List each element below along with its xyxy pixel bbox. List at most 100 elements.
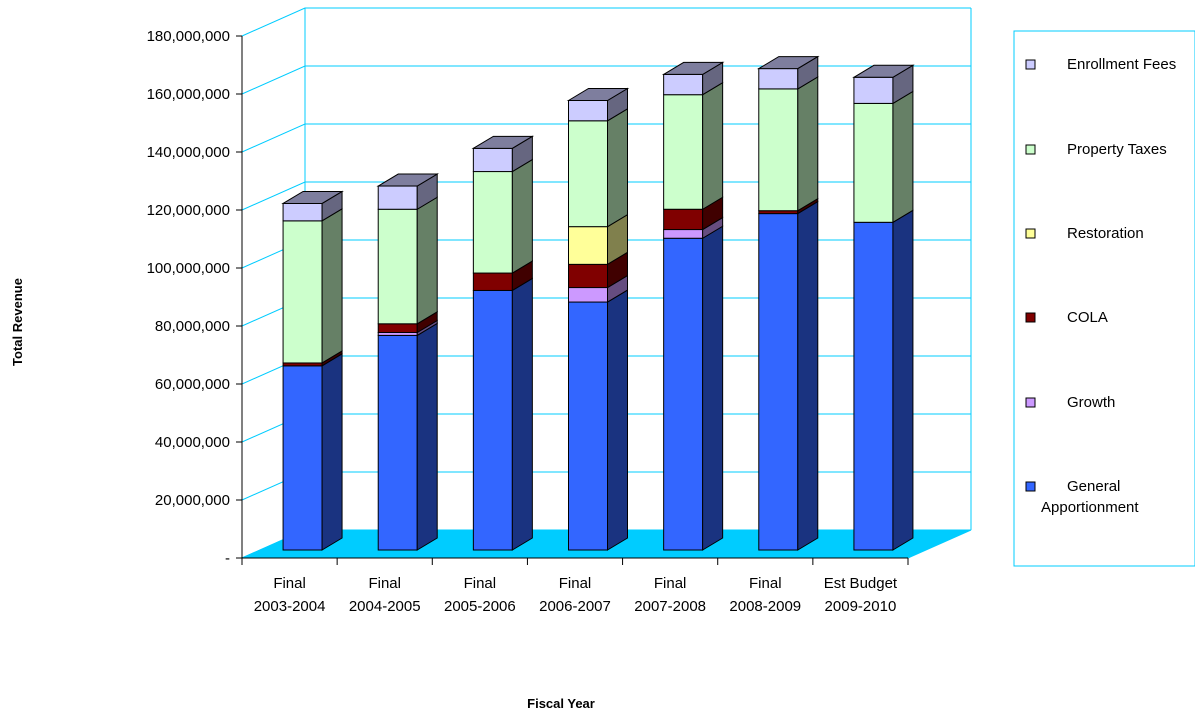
bar-segment (568, 289, 628, 551)
stacked-bar (471, 135, 535, 551)
bar-segment-side (511, 277, 533, 551)
bar-segment-front (568, 263, 608, 289)
y-tick-label: 60,000,000 (155, 376, 230, 393)
legend-swatch (1025, 144, 1036, 155)
legend-label: Restoration (1067, 225, 1144, 242)
bar-top (756, 56, 820, 70)
bar-segment-front (282, 202, 323, 222)
x-tick-label: Est Budget 2009-2010 (824, 575, 898, 615)
bar-segment-front (853, 102, 894, 223)
bar-segment-front (758, 213, 799, 551)
y-tick-label: 40,000,000 (155, 434, 230, 451)
bar-segment-side (892, 209, 914, 551)
bar-segment (282, 352, 343, 551)
bar-top (661, 61, 725, 75)
bar-segment (663, 225, 724, 551)
y-tick-label: - (225, 550, 230, 567)
bar-segment (282, 207, 343, 364)
bar-segment (852, 64, 915, 105)
legend-label: COLA (1067, 309, 1108, 326)
bar-segment-front (472, 272, 513, 291)
bar-segment-front (568, 226, 608, 265)
stacked-bar (376, 173, 440, 551)
y-tick-label: 80,000,000 (155, 318, 230, 335)
bar-segment-front (377, 334, 418, 551)
bar-segment (377, 322, 438, 551)
bar-segment (471, 135, 535, 173)
bar-segment-front (663, 229, 704, 239)
bar-segment (758, 76, 819, 212)
legend-box (1013, 30, 1195, 567)
bar-segment-front (663, 73, 704, 96)
bar-segment-front (568, 100, 608, 122)
stacked-bar (566, 87, 630, 551)
bar-segment-side (892, 90, 914, 224)
bar-segment-side (321, 207, 343, 364)
y-tick-label: 120,000,000 (147, 202, 230, 219)
legend-swatch (1025, 397, 1036, 408)
x-tick-label: Final 2005-2006 (444, 575, 516, 615)
gridline (241, 181, 971, 211)
bar-top (852, 64, 915, 78)
bars-layer (281, 55, 915, 551)
bar-segment-side (607, 107, 628, 228)
legend-label: Growth (1067, 394, 1115, 411)
bar-segment-front (853, 221, 894, 551)
bar-segment (376, 173, 440, 211)
bar-segment-front (663, 94, 704, 210)
bar-segment-side (702, 225, 724, 551)
bar-segment-front (472, 171, 513, 274)
y-tick-label: 140,000,000 (147, 144, 230, 161)
legend: Enrollment Fees Property Taxes Restoration… (1013, 30, 1195, 567)
x-tick-label: Final 2003-2004 (254, 575, 326, 615)
bar-segment (472, 158, 533, 274)
bar-segment (853, 90, 914, 224)
bar-segment (853, 209, 914, 551)
y-tick-label: 20,000,000 (155, 492, 230, 509)
bar-segment (663, 196, 724, 231)
legend-swatch (1025, 312, 1036, 323)
y-tick-label: 160,000,000 (147, 86, 230, 103)
legend-item: COLA (1025, 309, 1108, 326)
bar-top (566, 88, 630, 101)
bar-segment-front (663, 208, 704, 231)
gridline (241, 7, 971, 37)
bar-segment-front (377, 323, 418, 333)
legend-swatch (1025, 481, 1036, 492)
bar-segment-front (568, 287, 608, 303)
bar-segment-front (472, 147, 513, 173)
bar-segment-side (416, 196, 438, 325)
stacked-bar (281, 190, 344, 551)
legend-item: Growth (1025, 394, 1115, 411)
y-tick-label: 100,000,000 (147, 260, 230, 277)
legend-swatch (1025, 228, 1036, 239)
bar-segment-front (282, 365, 323, 551)
x-axis-title: Fiscal Year (527, 696, 595, 711)
bar-segment (472, 277, 533, 551)
x-tick-label: Final 2006-2007 (539, 575, 611, 615)
legend-label: General Apportionment (1041, 478, 1139, 516)
x-axis: Final 2003-2004 Final 2004-2005 Final 2005-20… (241, 557, 909, 615)
bar-segment-side (797, 76, 819, 212)
bar-segment-front (568, 120, 608, 228)
legend-label: Property Taxes (1067, 141, 1167, 158)
stacked-bar (852, 64, 915, 551)
bar-segment (568, 107, 628, 228)
bar-segment-front (853, 76, 894, 104)
bar-segment-side (607, 289, 628, 551)
x-tick-label: Final 2007-2008 (634, 575, 706, 615)
bar-segment (566, 87, 630, 122)
bar-segment (472, 260, 533, 292)
gridline (241, 65, 971, 95)
bar-segment (661, 61, 725, 96)
gridline (241, 123, 971, 153)
legend-item: Restoration (1025, 225, 1144, 242)
bar-segment (758, 200, 819, 551)
stacked-bar (661, 61, 725, 551)
y-axis: - 20,000,000 40,000,000 60,000,000 80,000,00… (147, 28, 243, 567)
bar-segment-side (511, 158, 533, 274)
legend-label: Enrollment Fees (1067, 56, 1176, 73)
bar-segment (756, 55, 820, 90)
x-tick-label: Final 2004-2005 (349, 575, 421, 615)
stacked-bar (756, 55, 820, 551)
